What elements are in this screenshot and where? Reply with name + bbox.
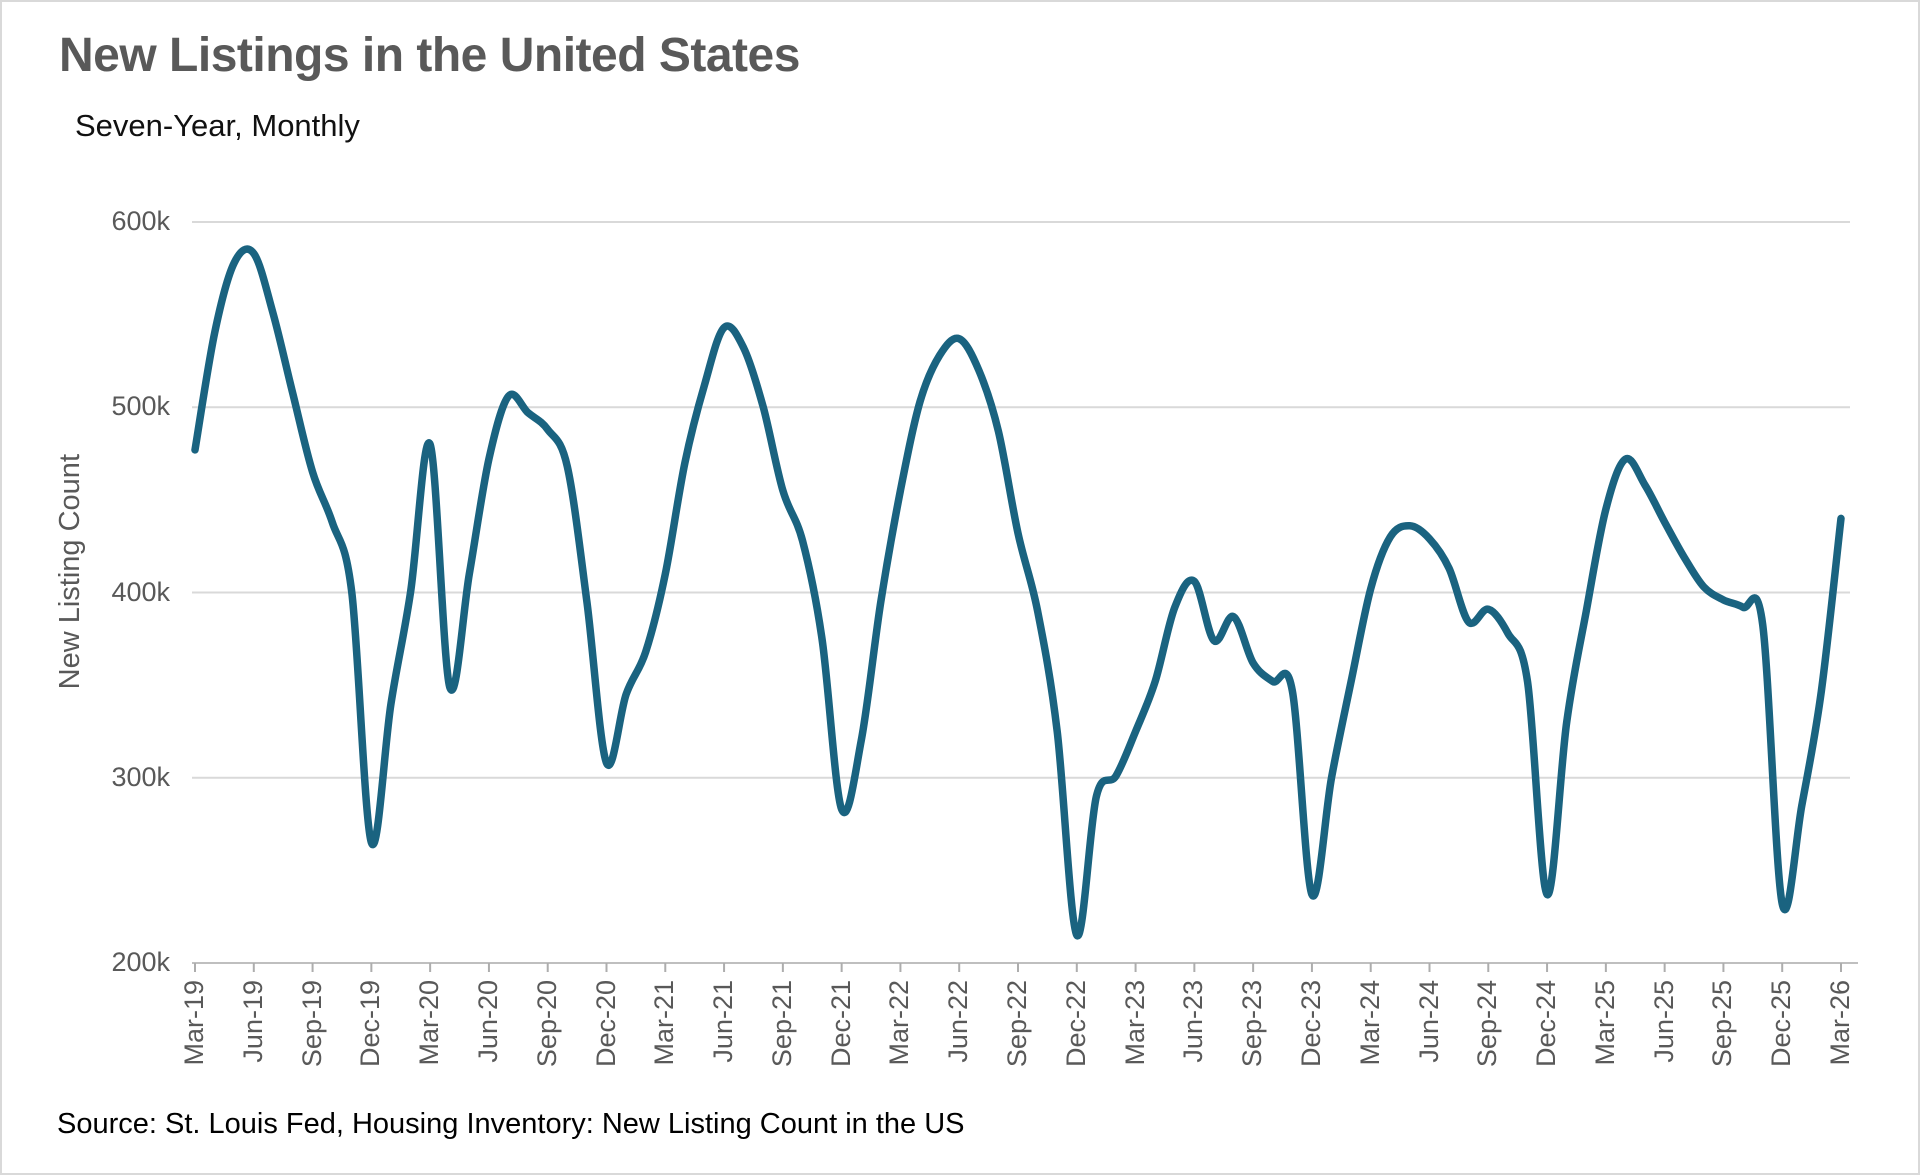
y-tick-label: 300k bbox=[111, 761, 170, 792]
x-tick-label: Mar-21 bbox=[649, 980, 680, 1066]
x-tick-label: Sep-23 bbox=[1237, 980, 1268, 1068]
x-tick-label: Mar-20 bbox=[414, 980, 445, 1066]
y-tick-label: 400k bbox=[111, 576, 170, 607]
x-tick-label: Jun-19 bbox=[237, 980, 268, 1063]
source-note: Source: St. Louis Fed, Housing Inventory… bbox=[57, 1108, 965, 1140]
x-tick-label: Jun-21 bbox=[708, 980, 739, 1063]
page-title: New Listings in the United States bbox=[59, 29, 800, 82]
x-tick-label: Mar-19 bbox=[179, 980, 209, 1066]
x-tick-label: Sep-20 bbox=[531, 980, 562, 1068]
x-tick-label: Jun-23 bbox=[1178, 980, 1209, 1063]
x-tick-label: Jun-24 bbox=[1413, 980, 1444, 1063]
x-tick-label: Mar-23 bbox=[1119, 980, 1150, 1066]
x-tick-label: Dec-19 bbox=[355, 980, 386, 1068]
x-tick-label: Mar-22 bbox=[884, 980, 915, 1066]
x-tick-label: Sep-25 bbox=[1707, 980, 1738, 1068]
x-tick-label: Dec-20 bbox=[590, 980, 621, 1068]
x-tick-label: Dec-23 bbox=[1295, 980, 1326, 1068]
x-tick-label: Dec-25 bbox=[1766, 980, 1797, 1068]
y-tick-label: 200k bbox=[111, 947, 170, 977]
x-tick-label: Jun-22 bbox=[943, 980, 974, 1063]
x-tick-label: Sep-21 bbox=[766, 980, 797, 1068]
x-tick-label: Sep-22 bbox=[1002, 980, 1032, 1068]
x-tick-label: Mar-24 bbox=[1354, 980, 1385, 1066]
x-tick-label: Dec-22 bbox=[1060, 980, 1091, 1068]
x-tick-label: Jun-20 bbox=[472, 980, 503, 1063]
y-tick-label: 500k bbox=[111, 391, 170, 422]
x-tick-label: Sep-19 bbox=[296, 980, 327, 1068]
y-tick-label: 600k bbox=[111, 206, 170, 236]
x-tick-label: Mar-26 bbox=[1825, 980, 1855, 1066]
x-tick-label: Jun-25 bbox=[1648, 980, 1679, 1063]
chart-subtitle: Seven-Year, Monthly bbox=[75, 108, 360, 143]
x-tick-label: Dec-24 bbox=[1531, 980, 1562, 1068]
y-axis-title: New Listing Count bbox=[54, 454, 86, 690]
x-tick-label: Sep-24 bbox=[1472, 980, 1503, 1068]
line-series-path bbox=[191, 245, 1845, 940]
x-tick-label: Dec-21 bbox=[825, 980, 856, 1068]
x-tick-label: Mar-25 bbox=[1589, 980, 1620, 1066]
